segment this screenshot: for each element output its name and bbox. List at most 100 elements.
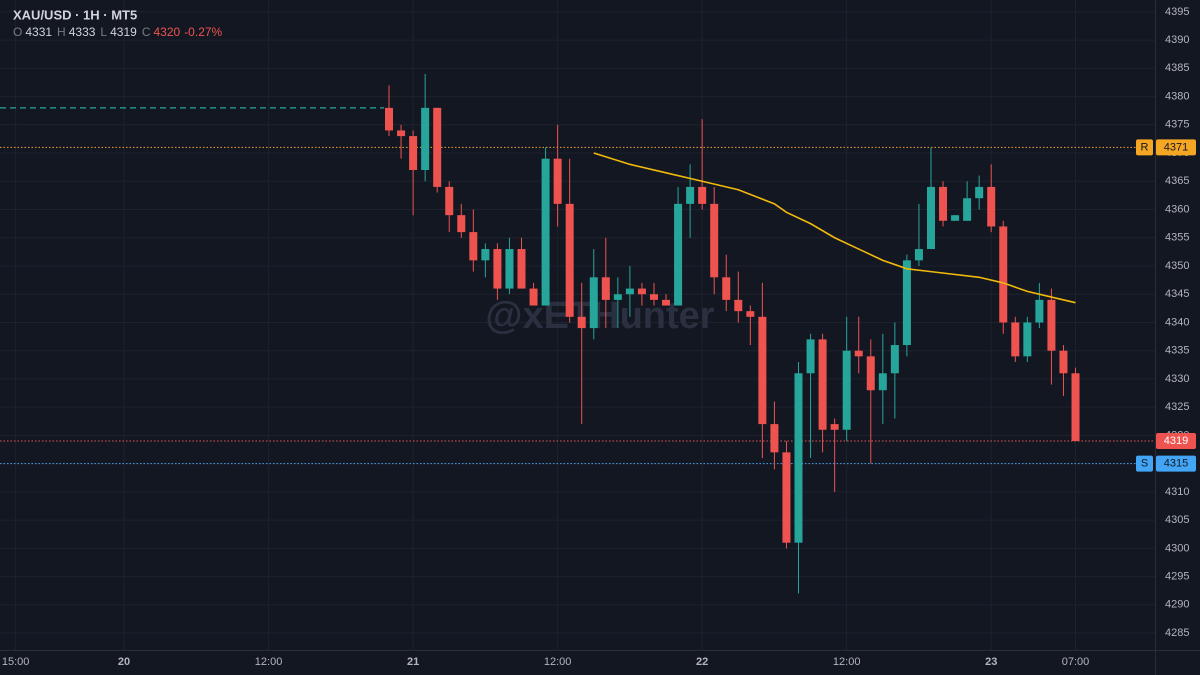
level-value-box	[1156, 139, 1196, 156]
y-tick-label: 4330	[1165, 373, 1189, 385]
level-tag-box	[1136, 139, 1153, 156]
candle-body	[529, 288, 538, 306]
level-value-box	[1156, 433, 1196, 450]
candle-body	[457, 215, 466, 233]
candle-body	[613, 294, 622, 300]
candle-body	[830, 424, 839, 430]
candle-body	[818, 339, 827, 430]
candle-body	[565, 203, 574, 317]
candle-body	[710, 203, 719, 278]
level-value: 4319	[1164, 435, 1188, 447]
candle-body	[1035, 299, 1044, 323]
candle-body	[890, 345, 899, 374]
candle-body	[589, 277, 598, 329]
candle-body	[914, 249, 923, 261]
candle-body	[770, 424, 779, 453]
candle-body	[553, 158, 562, 204]
x-tick-label: 23	[985, 656, 997, 668]
y-tick-label: 4300	[1165, 542, 1189, 554]
candle-body	[758, 316, 767, 425]
level-tag: S	[1141, 458, 1148, 470]
y-tick-label: 4345	[1165, 288, 1189, 300]
candle-body	[1011, 322, 1020, 357]
plot	[0, 73, 1155, 594]
y-tick-label: 4340	[1165, 316, 1189, 328]
y-tick-label: 4295	[1165, 570, 1189, 582]
legend-key: H	[57, 25, 66, 39]
y-tick-label: 4375	[1165, 119, 1189, 131]
legend-key: O	[13, 25, 22, 39]
candle-body	[746, 311, 755, 317]
candle-body	[481, 249, 490, 261]
candle-body	[794, 373, 803, 543]
legend-value: 4320	[153, 25, 180, 39]
y-tick-label: 4350	[1165, 260, 1189, 272]
y-tick-label: 4380	[1165, 90, 1189, 102]
chart-title: XAU/USD · 1H · MT5	[13, 7, 137, 22]
candle-body	[987, 186, 996, 227]
candle-body	[1059, 350, 1068, 374]
x-tick-label: 22	[696, 656, 708, 668]
candle-body	[505, 249, 514, 289]
level-tag: R	[1141, 141, 1149, 153]
legend-value: 4319	[110, 25, 137, 39]
y-tick-label: 4325	[1165, 401, 1189, 413]
candle-body	[469, 232, 478, 261]
moving-average	[593, 152, 1076, 304]
y-tick-label: 4290	[1165, 599, 1189, 611]
candle-body	[878, 373, 887, 391]
candle-body	[686, 186, 695, 204]
legend-key: C	[142, 25, 151, 39]
x-tick-label: 20	[118, 656, 130, 668]
x-tick-label: 15:00	[2, 656, 30, 668]
candle-body	[866, 356, 875, 391]
candle-body	[577, 316, 586, 329]
y-tick-label: 4305	[1165, 514, 1189, 526]
candle-body	[926, 186, 935, 250]
candle-body	[1047, 299, 1056, 351]
x-tick-label: 21	[407, 656, 419, 668]
candle-body	[601, 277, 610, 300]
candle-body	[421, 107, 430, 170]
legend-value: 4333	[69, 25, 96, 39]
ohlc-legend: O 4331 H 4333 L 4319 C 4320 -0.27%	[13, 25, 223, 39]
candle-body	[842, 350, 851, 430]
candle-body	[975, 186, 984, 199]
level-value: 4315	[1164, 458, 1188, 470]
candle-body	[517, 249, 526, 289]
y-tick-label: 4355	[1165, 232, 1189, 244]
candle-body	[397, 130, 406, 137]
candle-body	[433, 107, 442, 187]
x-tick-label: 12:00	[255, 656, 283, 668]
legend-value: 4331	[25, 25, 52, 39]
level-value-box	[1156, 455, 1196, 472]
candle-body	[541, 158, 550, 306]
level-tag-box	[1136, 455, 1153, 472]
candle-body	[951, 215, 960, 221]
x-tick-label: 12:00	[833, 656, 861, 668]
candle-body	[445, 186, 454, 216]
candle-body	[902, 260, 911, 346]
y-tick-label: 4390	[1165, 34, 1189, 46]
y-tick-label: 4360	[1165, 203, 1189, 215]
candle-body	[854, 350, 863, 357]
y-tick-label: 4335	[1165, 345, 1189, 357]
legend-change: -0.27%	[184, 25, 222, 39]
candle-body	[674, 203, 683, 306]
candle-body	[734, 299, 743, 312]
legend-key: L	[100, 25, 107, 39]
candle-body	[625, 288, 634, 295]
y-tick-label: 4385	[1165, 62, 1189, 74]
candle-body	[722, 277, 731, 300]
candle-body	[698, 186, 707, 204]
candle-body	[1023, 322, 1032, 357]
grid	[0, 0, 1155, 650]
axes: 4285 4290 4295 4300 4305 4310 4315 4320 4325 4330…	[2, 6, 1196, 668]
y-tick-label: 4365	[1165, 175, 1189, 187]
candle-body	[409, 136, 418, 170]
candle-body	[662, 299, 671, 306]
candle-body	[385, 107, 394, 131]
candle-body	[999, 226, 1008, 323]
